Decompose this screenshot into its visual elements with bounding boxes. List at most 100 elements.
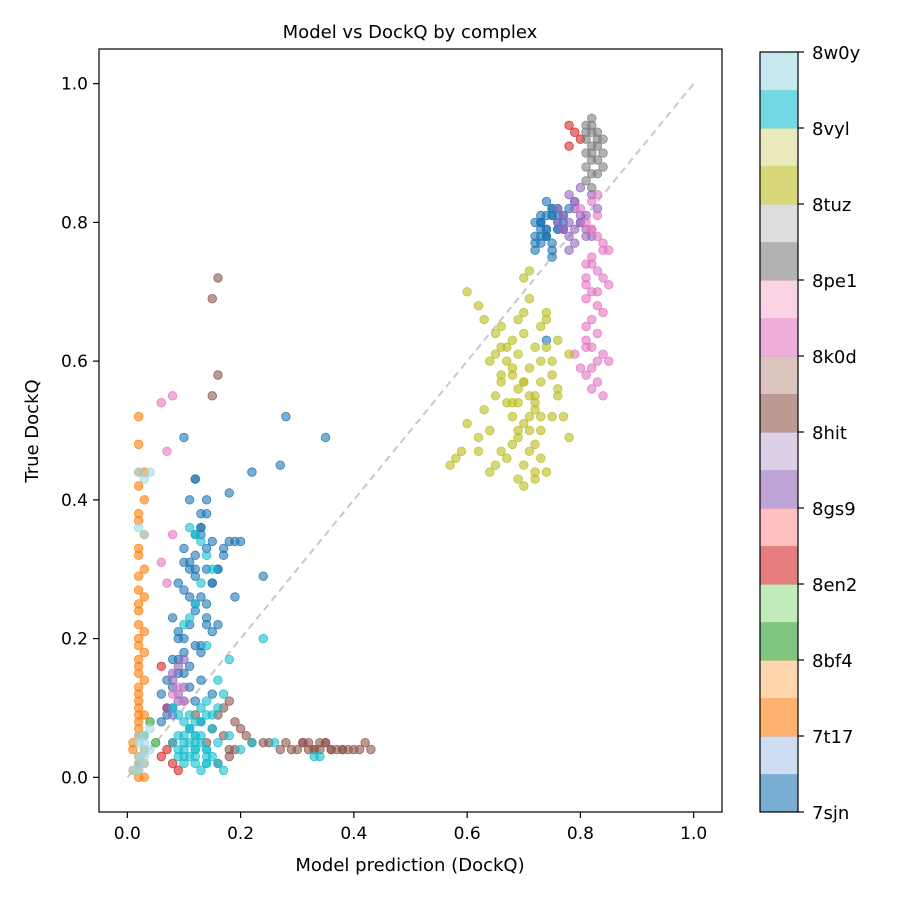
data-point — [564, 217, 574, 228]
colorbar-label: 8w0y — [812, 43, 861, 64]
data-point — [519, 418, 529, 429]
data-point — [139, 564, 150, 574]
data-point — [587, 363, 597, 373]
data-point — [230, 717, 240, 727]
data-point — [184, 724, 195, 734]
data-point — [167, 758, 178, 769]
data-point — [479, 314, 489, 325]
data-point — [247, 467, 257, 477]
data-point — [184, 710, 195, 720]
data-point — [230, 592, 240, 602]
data-point — [592, 210, 603, 221]
data-point — [213, 370, 223, 380]
data-point — [179, 543, 189, 554]
data-point — [139, 495, 150, 505]
data-point — [133, 640, 144, 651]
data-point — [133, 550, 144, 561]
data-point — [496, 370, 506, 380]
x-axis: 0.0 0.2 0.4 0.6 0.8 1.0 — [114, 812, 707, 844]
colorbar-label: 8vyl — [812, 119, 850, 140]
colorbar-segment — [760, 736, 798, 775]
data-point — [490, 349, 501, 359]
data-point — [558, 411, 569, 422]
data-point — [133, 737, 144, 748]
data-point — [133, 467, 144, 477]
data-point — [235, 744, 246, 755]
colorbar-segment — [760, 394, 798, 433]
data-point — [167, 703, 178, 713]
data-point — [139, 744, 150, 755]
data-point — [485, 356, 495, 366]
data-point — [587, 342, 597, 352]
data-point — [133, 439, 144, 450]
data-point — [473, 300, 484, 311]
x-tick-label: 0.8 — [567, 824, 594, 844]
colorbar-label: 7t17 — [812, 727, 853, 748]
y-tick-label: 0.6 — [61, 352, 88, 372]
data-point — [275, 460, 285, 470]
data-point — [604, 356, 614, 366]
data-point — [281, 737, 291, 748]
data-point — [298, 737, 308, 748]
colorbar-label: 8bf4 — [812, 651, 853, 672]
data-point — [519, 460, 529, 470]
data-point — [502, 342, 512, 352]
data-point — [598, 391, 608, 401]
data-point — [479, 404, 489, 415]
data-point — [133, 585, 144, 595]
data-point — [581, 127, 591, 137]
data-point — [530, 231, 540, 241]
data-point — [201, 509, 212, 519]
data-point — [133, 620, 144, 630]
colorbar-label: 8pe1 — [812, 271, 857, 292]
data-point — [581, 148, 591, 158]
data-point — [524, 363, 535, 373]
data-point — [558, 210, 569, 221]
x-axis-label: Model prediction (DockQ) — [295, 855, 524, 876]
reference-line — [126, 83, 695, 778]
data-point — [592, 134, 603, 144]
series-8hit — [190, 273, 376, 769]
data-point — [507, 411, 518, 422]
data-point — [156, 661, 167, 672]
data-point — [536, 356, 546, 366]
data-point — [201, 744, 212, 755]
data-point — [179, 731, 189, 741]
data-point — [179, 585, 189, 595]
data-point — [598, 148, 608, 158]
data-point — [564, 349, 574, 359]
data-point — [530, 439, 540, 450]
data-point — [581, 370, 591, 380]
data-point — [541, 231, 552, 241]
data-point — [247, 737, 257, 748]
data-point — [536, 238, 546, 248]
data-point — [581, 273, 591, 283]
data-point — [179, 696, 189, 706]
data-point — [536, 377, 546, 387]
data-point — [530, 342, 540, 352]
data-point — [167, 391, 178, 401]
data-point — [519, 481, 529, 491]
data-point — [196, 765, 206, 776]
data-point — [587, 224, 597, 235]
data-point — [167, 654, 178, 665]
data-point — [570, 224, 580, 235]
data-point — [581, 321, 591, 332]
data-point — [547, 245, 557, 255]
chart-title: Model vs DockQ by complex — [283, 22, 538, 43]
data-point — [587, 120, 597, 131]
data-point — [592, 231, 603, 241]
colorbar-segment — [760, 546, 798, 585]
data-point — [513, 349, 523, 359]
data-point — [196, 731, 206, 741]
data-point — [541, 307, 552, 318]
data-point — [269, 737, 280, 748]
colorbar-segment — [760, 508, 798, 547]
colorbar-segment — [760, 432, 798, 471]
data-point — [184, 522, 195, 533]
plot-frame — [98, 48, 723, 813]
y-tick-label: 1.0 — [61, 75, 88, 95]
data-point — [133, 522, 144, 533]
data-point — [519, 307, 529, 318]
data-point — [490, 391, 501, 401]
